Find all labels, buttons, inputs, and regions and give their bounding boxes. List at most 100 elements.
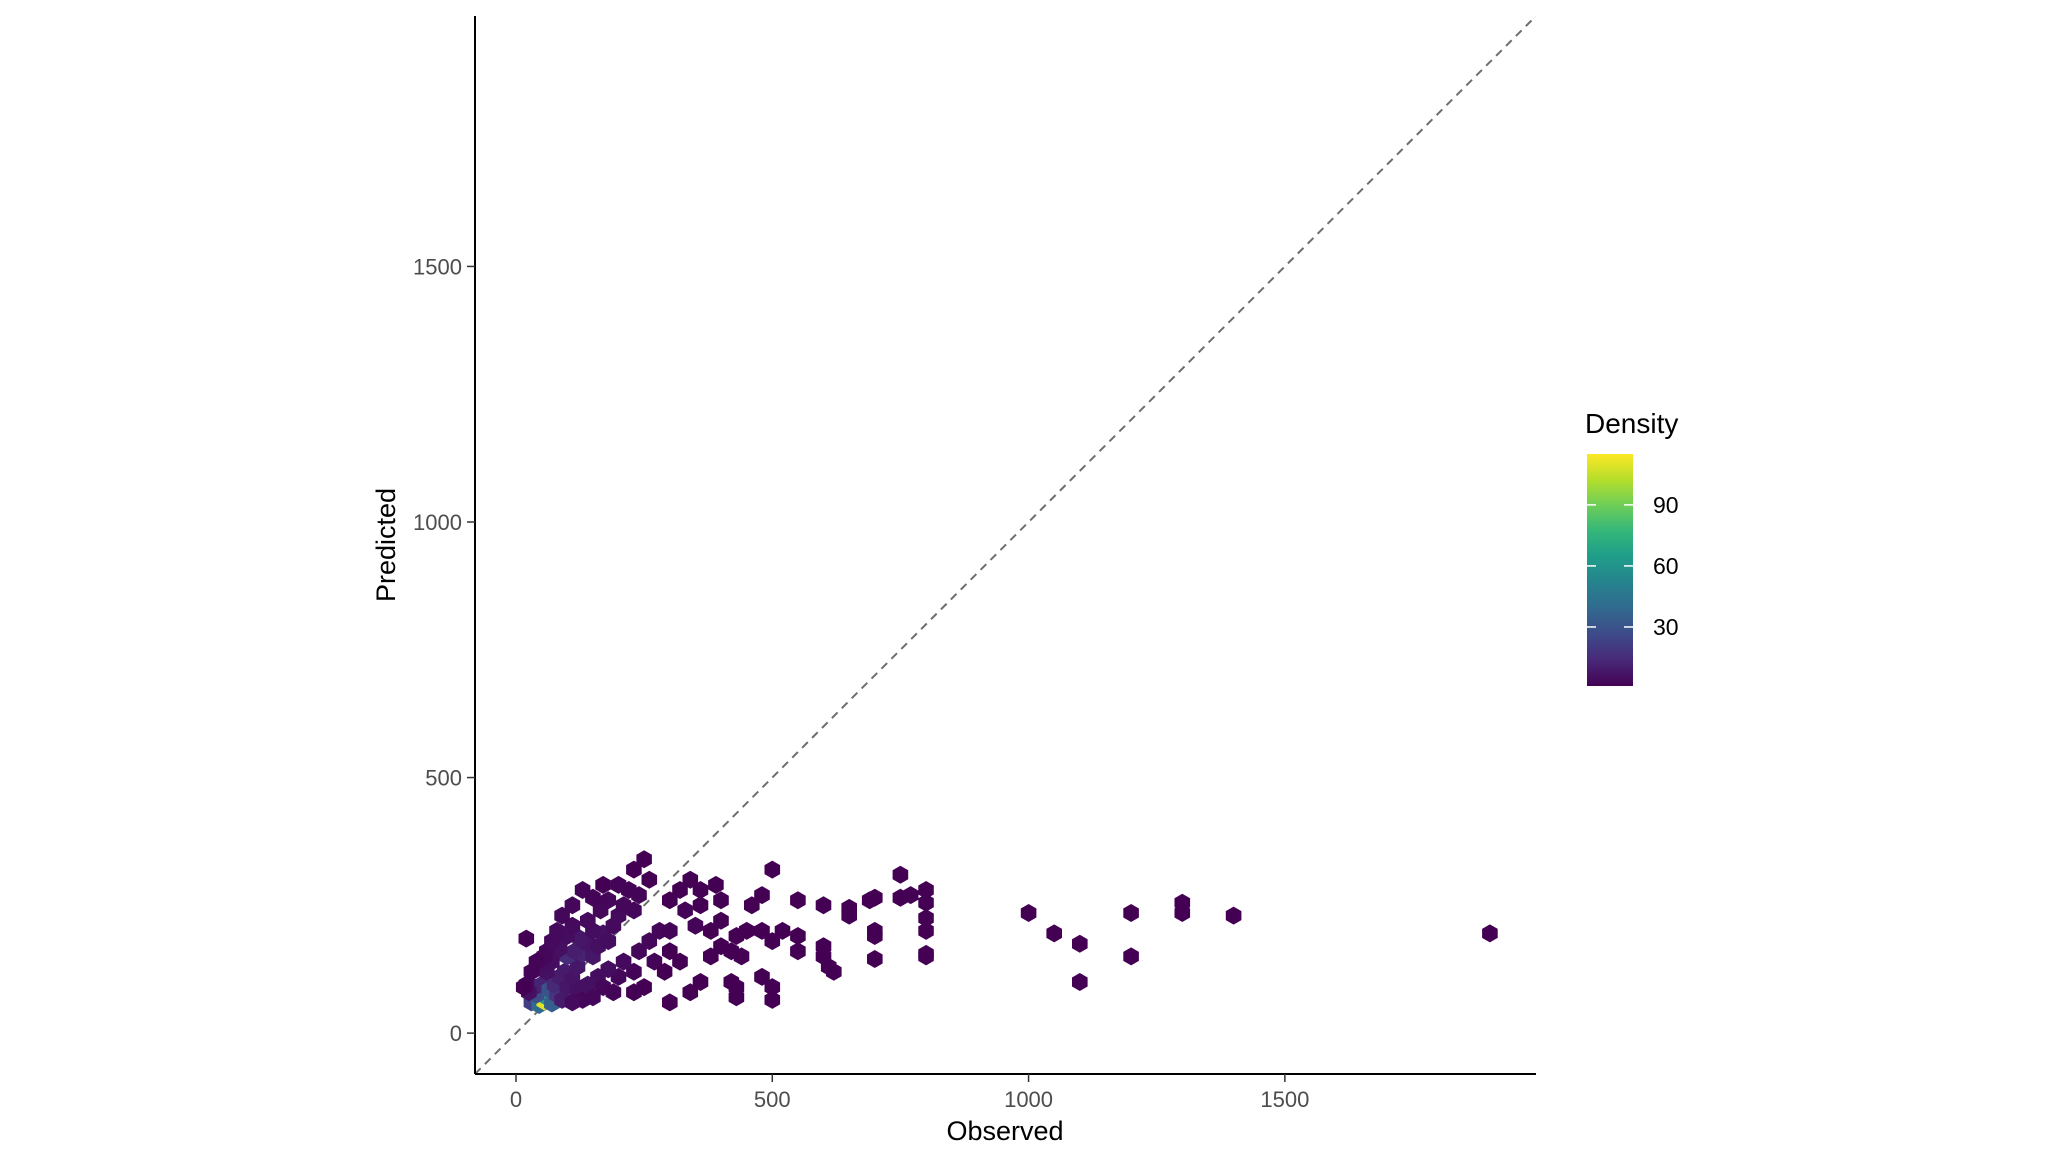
hexbin-cell [580, 911, 596, 930]
hexbin-cell [1482, 924, 1498, 943]
hexbin-cell [708, 875, 724, 894]
legend-tick-label: 60 [1653, 553, 1679, 579]
hexbin-cell [662, 942, 678, 961]
legend-colorbar [1587, 454, 1633, 686]
hexbin-cell [564, 916, 581, 935]
hexbin-cell [902, 886, 919, 905]
hexbin-cell [918, 893, 934, 912]
hexbin-cell [600, 932, 617, 951]
hexbin-cell [1020, 904, 1037, 922]
hexbin-layer [515, 850, 1498, 1014]
hexbin-cell [662, 921, 678, 940]
reference-line-layer [475, 16, 1536, 1074]
hexbin-cell [703, 921, 719, 940]
legend-tick-label: 30 [1653, 614, 1679, 640]
y-tick-label: 500 [425, 766, 462, 791]
hexbin-cell [523, 962, 540, 981]
hexbin-cell [662, 993, 678, 1012]
hexbin-cell [815, 896, 832, 915]
hexbin-cell [515, 978, 532, 997]
hexbin-cell [790, 891, 806, 910]
hexbin-cell [518, 929, 535, 948]
hexbin-cell [610, 875, 627, 894]
hexbin-cell [841, 898, 857, 917]
hexbin-cell [1046, 924, 1062, 943]
x-tick-label: 0 [510, 1087, 522, 1112]
hexbin-cell [1225, 906, 1242, 925]
hexbin-cell [554, 906, 570, 925]
hexbin-cell [744, 896, 760, 915]
hexbin-cell [615, 952, 632, 971]
legend-title: Density [1585, 408, 1678, 439]
hexbin-cell [641, 870, 658, 889]
hexbin-cell [764, 932, 781, 951]
hexbin-cell [682, 983, 699, 1002]
hexbin-cell [764, 978, 781, 997]
y-tick-label: 1500 [413, 254, 462, 279]
hexbin-cell [790, 942, 806, 961]
hexbin-cell [728, 988, 745, 1007]
hexbin-cell [754, 921, 770, 940]
hexbin-cell [1072, 973, 1088, 991]
hexbin-cell [631, 942, 647, 961]
hexbin-cell [764, 990, 781, 1009]
hexbin-cell [918, 881, 934, 899]
hexbin-cell [677, 901, 693, 920]
hexbin-cell [764, 860, 781, 879]
hexbin-cell [672, 952, 688, 971]
hexbin-cell [687, 916, 704, 935]
hexbin-cell [918, 909, 934, 928]
hexbin-cell [754, 967, 770, 986]
hexbin-cell [1072, 934, 1088, 953]
hexbin-cell [572, 929, 588, 948]
hexbin-cell [703, 947, 719, 966]
hexbin-cell [733, 947, 750, 966]
hexbin-cell [636, 850, 652, 869]
hexbin-cell [790, 927, 806, 945]
hexbin-cell [626, 962, 642, 981]
hexbin-cell [662, 891, 678, 910]
y-axis-ticks: 0 500 1000 1500 [413, 254, 475, 1046]
hexbin-cell [626, 860, 642, 879]
hexbin-cell [564, 993, 581, 1012]
hexbin-cell [692, 881, 709, 899]
hexbin-cell [600, 891, 617, 910]
legend: Density 30 60 90 [1585, 408, 1679, 686]
hexbin-cell [892, 865, 909, 884]
hexbin-cell [626, 983, 642, 1002]
hexbin-cell [574, 881, 591, 899]
hexbin-cell [656, 962, 673, 981]
hexbin-cell [1174, 904, 1191, 922]
hexbin-cell [672, 881, 688, 899]
x-axis-title: Observed [946, 1116, 1063, 1146]
hexbin-cell [564, 896, 581, 915]
x-tick-label: 1500 [1260, 1087, 1309, 1112]
hexbin-cell [754, 886, 770, 905]
hexbin-cell [1123, 904, 1139, 922]
hexbin-cell [774, 921, 791, 940]
identity-reference-line [475, 16, 1536, 1074]
hexbin-cell [692, 973, 709, 991]
hexbin-cell [738, 921, 755, 940]
hexbin-cell [626, 901, 642, 920]
x-axis-ticks: 0 500 1000 1500 [510, 1074, 1309, 1112]
y-tick-label: 0 [450, 1021, 462, 1046]
x-tick-label: 500 [754, 1087, 791, 1112]
hexbin-cell [692, 896, 709, 915]
hexbin-cell [1123, 947, 1139, 966]
hexbin-cell [713, 911, 729, 930]
y-axis-title: Predicted [371, 488, 401, 602]
hexbin-cell [867, 950, 883, 968]
hexbin-cell [867, 927, 883, 945]
hexbin-cell [646, 952, 663, 971]
hexbin-cell [641, 932, 658, 951]
hexbin-cell [826, 962, 842, 981]
legend-tick-label: 90 [1653, 492, 1679, 518]
x-tick-label: 1000 [1004, 1087, 1053, 1112]
legend-ticks: 30 60 90 [1587, 492, 1679, 640]
y-tick-label: 1000 [413, 510, 462, 535]
hexbin-cell [713, 891, 729, 910]
hexbin-cell [605, 983, 622, 1002]
hexbin-cell [595, 875, 611, 894]
